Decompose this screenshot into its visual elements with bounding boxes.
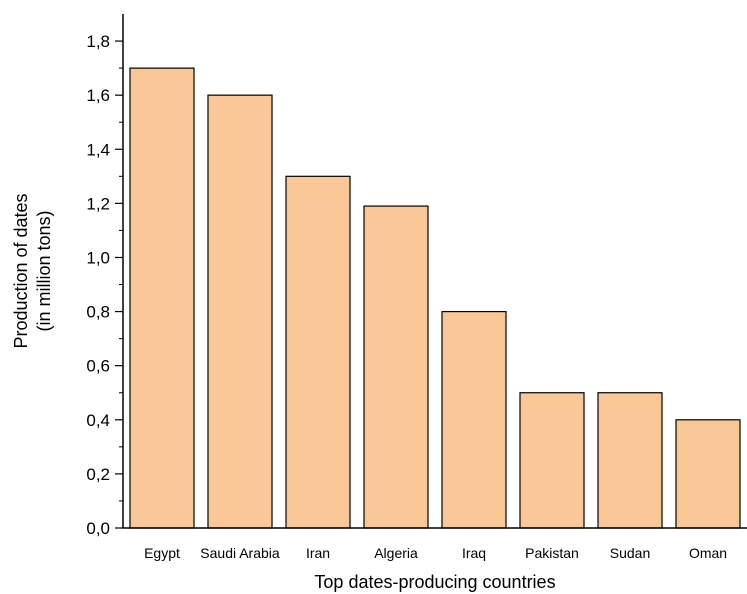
- y-tick-label: 0,2: [86, 465, 110, 484]
- bars-group: [129, 67, 741, 529]
- x-tick-label: Iraq: [462, 545, 486, 561]
- x-tick-labels-group: Egypt Saudi Arabia Iran Algeria Iraq Pakistan…: [144, 545, 727, 561]
- x-tick-label: Algeria: [374, 545, 418, 561]
- bar-pakistan: [519, 392, 585, 529]
- bar-oman: [675, 419, 741, 529]
- bar-iran: [285, 175, 351, 529]
- x-tick-label: Pakistan: [525, 545, 579, 561]
- bar-egypt: [129, 67, 195, 529]
- y-tick-label: 1,8: [86, 32, 110, 51]
- y-tick-label: 1,0: [86, 248, 110, 267]
- y-tick-label: 0,6: [86, 357, 110, 376]
- y-axis-title-line2: (in million tons): [34, 210, 54, 331]
- y-tick-label: 0,0: [86, 519, 110, 538]
- y-axis-title-line1: Production of dates: [11, 193, 31, 348]
- bar-saudi-arabia: [207, 94, 273, 529]
- x-tick-label: Sudan: [610, 545, 650, 561]
- y-tick-label: 1,4: [86, 140, 110, 159]
- x-tick-label: Oman: [689, 545, 727, 561]
- bar-iraq: [441, 310, 507, 529]
- x-axis-title: Top dates-producing countries: [314, 572, 555, 592]
- bar-algeria: [363, 205, 429, 529]
- bar-sudan: [597, 392, 663, 529]
- x-tick-label: Iran: [306, 545, 330, 561]
- y-tick-label: 0,8: [86, 303, 110, 322]
- axes-group: [122, 14, 747, 529]
- y-ticks-group: 0,0 0,2 0,4 0,6 0,8 1,0 1,2 1,4 1,6 1,8: [86, 32, 123, 538]
- x-tick-label: Saudi Arabia: [200, 545, 280, 561]
- x-tick-label: Egypt: [144, 545, 180, 561]
- y-tick-label: 0,4: [86, 411, 110, 430]
- y-tick-label: 1,2: [86, 194, 110, 213]
- y-tick-label: 1,6: [86, 86, 110, 105]
